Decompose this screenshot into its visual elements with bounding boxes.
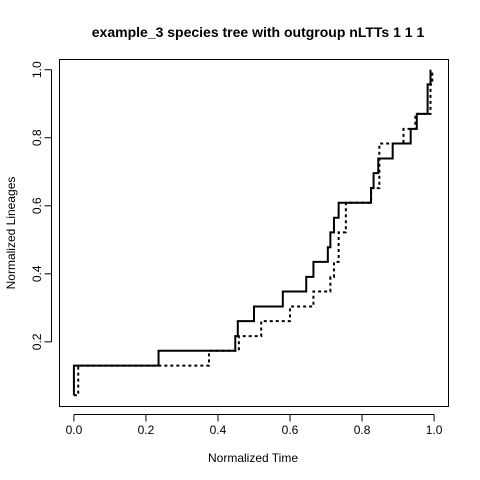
series-line-dotted bbox=[73, 69, 434, 397]
x-tick-label: 1.0 bbox=[426, 423, 443, 437]
x-tick-label: 0.4 bbox=[210, 423, 227, 437]
y-tick-label: 0.2 bbox=[30, 333, 44, 350]
x-tick-label: 0.0 bbox=[66, 423, 83, 437]
y-tick-label: 0.4 bbox=[30, 265, 44, 282]
y-tick-label: 1.0 bbox=[30, 61, 44, 78]
x-axis: 0.0 0.2 0.4 0.6 0.8 1.0 bbox=[66, 414, 443, 437]
x-tick-label: 0.6 bbox=[282, 423, 299, 437]
y-tick-label: 0.6 bbox=[30, 197, 44, 214]
plot-frame bbox=[59, 59, 449, 407]
x-axis-label: Normalized Time bbox=[208, 451, 298, 465]
y-tick-label: 0.8 bbox=[30, 129, 44, 146]
y-axis-label: Normalized Lineages bbox=[4, 177, 18, 290]
series-line-solid bbox=[72, 69, 432, 396]
x-tick-label: 0.8 bbox=[354, 423, 371, 437]
y-axis: 0.2 0.4 0.6 0.8 1.0 bbox=[30, 61, 52, 350]
chart-title: example_3 species tree with outgroup nLT… bbox=[92, 24, 425, 40]
series-layer bbox=[72, 69, 434, 397]
x-tick-label: 0.2 bbox=[138, 423, 155, 437]
